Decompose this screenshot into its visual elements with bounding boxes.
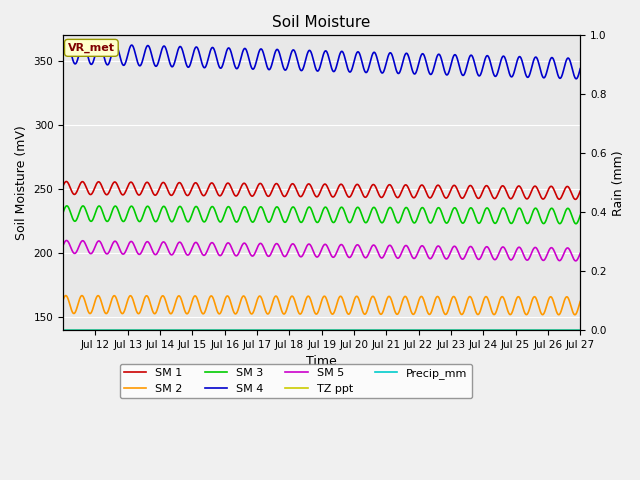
SM 3	[311, 216, 319, 222]
SM 2	[467, 294, 474, 300]
SM 5	[561, 248, 569, 253]
Line: SM 2: SM 2	[63, 296, 580, 315]
SM 1	[562, 185, 570, 191]
SM 4	[311, 62, 319, 68]
SM 1	[577, 188, 584, 194]
SM 4	[59, 50, 67, 56]
Precip_mm	[577, 327, 584, 333]
Y-axis label: Soil Moisture (mV): Soil Moisture (mV)	[15, 125, 28, 240]
Precip_mm	[561, 327, 569, 333]
SM 3	[572, 221, 580, 227]
Precip_mm	[297, 327, 305, 333]
Y-axis label: Rain (mm): Rain (mm)	[612, 150, 625, 216]
SM 2	[62, 293, 70, 299]
SM 3	[577, 213, 584, 218]
SM 2	[571, 312, 579, 318]
TZ ppt	[86, 327, 93, 333]
Line: SM 3: SM 3	[63, 206, 580, 224]
SM 4	[86, 60, 93, 65]
SM 5	[572, 258, 579, 264]
SM 5	[59, 243, 67, 249]
SM 2	[297, 311, 305, 316]
SM 5	[467, 244, 474, 250]
SM 5	[63, 238, 70, 243]
Line: SM 1: SM 1	[63, 181, 580, 199]
Legend: SM 1, SM 2, SM 3, SM 4, SM 5, TZ ppt, Precip_mm: SM 1, SM 2, SM 3, SM 4, SM 5, TZ ppt, Pr…	[120, 364, 472, 398]
SM 2	[59, 297, 67, 303]
SM 3	[561, 209, 569, 215]
SM 2	[562, 295, 570, 301]
SM 1	[561, 186, 569, 192]
SM 2	[561, 296, 569, 301]
SM 5	[297, 254, 305, 260]
SM 3	[63, 203, 71, 209]
SM 4	[562, 60, 570, 66]
SM 1	[572, 196, 579, 202]
Precip_mm	[467, 327, 474, 333]
SM 5	[311, 252, 319, 257]
TZ ppt	[467, 327, 474, 333]
TZ ppt	[561, 327, 569, 333]
SM 4	[561, 61, 569, 67]
TZ ppt	[59, 327, 67, 333]
SM 5	[86, 250, 93, 256]
SM 1	[467, 182, 474, 188]
SM 1	[297, 194, 305, 200]
SM 2	[311, 310, 319, 315]
Text: VR_met: VR_met	[68, 43, 115, 53]
Precip_mm	[86, 327, 93, 333]
TZ ppt	[561, 327, 569, 333]
SM 3	[467, 205, 474, 211]
SM 4	[577, 66, 584, 72]
SM 3	[86, 217, 93, 223]
Precip_mm	[59, 327, 67, 333]
SM 1	[63, 179, 70, 184]
Line: SM 5: SM 5	[63, 240, 580, 261]
Precip_mm	[561, 327, 569, 333]
SM 5	[577, 251, 584, 256]
Line: SM 4: SM 4	[63, 43, 580, 79]
TZ ppt	[310, 327, 318, 333]
Title: Soil Moisture: Soil Moisture	[273, 15, 371, 30]
TZ ppt	[297, 327, 305, 333]
X-axis label: Time: Time	[307, 355, 337, 369]
SM 2	[86, 311, 93, 316]
SM 5	[562, 247, 570, 253]
TZ ppt	[577, 327, 584, 333]
SM 1	[311, 192, 319, 198]
SM 4	[63, 40, 71, 46]
SM 2	[577, 299, 584, 304]
SM 3	[562, 208, 570, 214]
Precip_mm	[310, 327, 318, 333]
SM 3	[59, 210, 67, 216]
SM 4	[467, 52, 474, 58]
SM 4	[297, 68, 305, 73]
SM 3	[297, 219, 305, 225]
SM 1	[86, 192, 93, 197]
SM 1	[59, 183, 67, 189]
SM 4	[572, 76, 580, 82]
